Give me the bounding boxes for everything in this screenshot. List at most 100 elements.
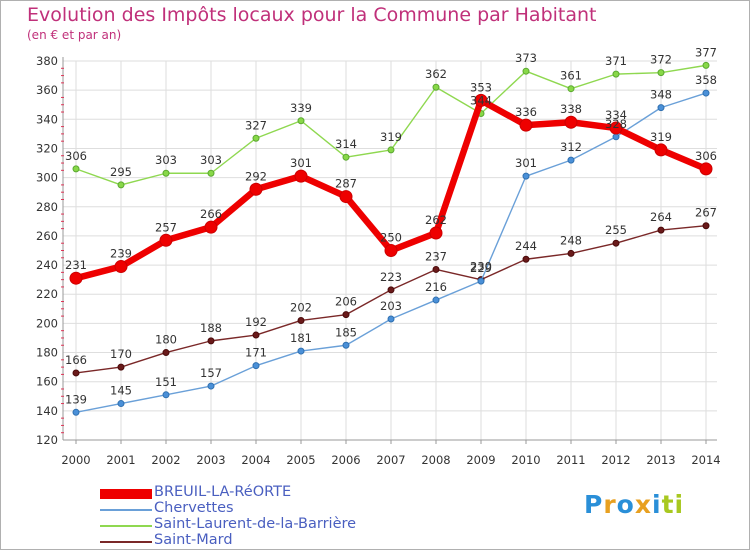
legend-swatch-breuil <box>100 489 152 499</box>
data-label-breuil: 262 <box>425 213 447 227</box>
y-tick-label: 300 <box>36 171 58 185</box>
x-tick-label: 2004 <box>241 453 270 467</box>
data-label-chervettes: 151 <box>155 375 177 389</box>
point-breuil <box>69 271 83 285</box>
x-tick-label: 2012 <box>601 453 630 467</box>
point-breuil <box>609 121 623 135</box>
data-label-chervettes: 145 <box>110 384 132 398</box>
point-saint-mard <box>567 249 575 257</box>
data-label-breuil: 266 <box>200 207 222 221</box>
point-saint-mard <box>522 255 530 263</box>
y-tick-label: 160 <box>36 375 58 389</box>
legend-label-chervettes: Chervettes <box>154 500 234 516</box>
point-saint-laurent <box>72 165 80 173</box>
data-label-chervettes: 216 <box>425 280 447 294</box>
chart-title: Evolution des Impôts locaux pour la Comm… <box>27 4 597 26</box>
data-label-breuil: 319 <box>650 130 672 144</box>
data-label-saint-laurent: 361 <box>560 69 582 83</box>
data-label-saint-laurent: 327 <box>245 118 267 132</box>
data-label-saint-laurent: 306 <box>65 149 87 163</box>
y-tick-label: 320 <box>36 141 58 155</box>
y-tick-label: 220 <box>36 287 58 301</box>
point-breuil <box>294 169 308 183</box>
point-breuil <box>654 143 668 157</box>
data-label-chervettes: 171 <box>245 346 267 360</box>
point-saint-laurent <box>117 181 125 189</box>
point-saint-laurent <box>252 134 260 142</box>
point-saint-mard <box>207 337 215 345</box>
point-saint-mard <box>657 226 665 234</box>
point-chervettes <box>522 172 530 180</box>
x-tick-label: 2007 <box>376 453 405 467</box>
point-breuil <box>519 118 533 132</box>
y-tick-label: 260 <box>36 229 58 243</box>
legend-label-breuil: BREUIL-LA-RéORTE <box>154 484 292 500</box>
point-saint-laurent <box>612 70 620 78</box>
data-label-saint-mard: 223 <box>380 270 402 284</box>
point-breuil <box>699 162 713 176</box>
point-chervettes <box>567 156 575 164</box>
data-label-saint-mard: 180 <box>155 333 177 347</box>
data-label-saint-mard: 188 <box>200 321 222 335</box>
data-label-breuil: 338 <box>560 102 582 116</box>
data-label-saint-laurent: 362 <box>425 67 447 81</box>
data-label-chervettes: 348 <box>650 88 672 102</box>
point-breuil <box>564 115 578 129</box>
y-tick-label: 340 <box>36 112 58 126</box>
data-label-saint-laurent: 303 <box>155 153 177 167</box>
data-label-breuil: 301 <box>290 156 312 170</box>
y-tick-label: 120 <box>36 433 58 447</box>
point-chervettes <box>702 89 710 97</box>
data-label-saint-laurent: 295 <box>110 165 132 179</box>
point-chervettes <box>612 133 620 141</box>
y-tick-label: 180 <box>36 346 58 360</box>
point-chervettes <box>162 391 170 399</box>
data-label-chervettes: 301 <box>515 156 537 170</box>
y-tick-label: 360 <box>36 83 58 97</box>
point-saint-mard <box>72 369 80 377</box>
data-label-saint-mard: 255 <box>605 223 627 237</box>
point-saint-mard <box>612 239 620 247</box>
point-saint-laurent <box>162 169 170 177</box>
data-label-breuil: 231 <box>65 258 87 272</box>
point-saint-mard <box>702 222 710 230</box>
point-saint-laurent <box>387 146 395 154</box>
data-label-chervettes: 328 <box>605 117 627 131</box>
data-label-breuil: 334 <box>605 108 627 122</box>
point-breuil <box>159 233 173 247</box>
point-chervettes <box>342 341 350 349</box>
legend-swatch-saint-laurent <box>100 525 152 527</box>
point-chervettes <box>72 408 80 416</box>
point-chervettes <box>387 315 395 323</box>
data-label-chervettes: 203 <box>380 299 402 313</box>
point-saint-mard <box>162 349 170 357</box>
x-tick-label: 2002 <box>151 453 180 467</box>
point-chervettes <box>432 296 440 304</box>
data-label-saint-mard: 267 <box>695 206 717 220</box>
data-label-saint-laurent: 339 <box>290 101 312 115</box>
point-breuil <box>474 93 488 107</box>
data-label-saint-mard: 192 <box>245 315 267 329</box>
data-label-breuil: 292 <box>245 169 267 183</box>
data-label-saint-laurent: 371 <box>605 54 627 68</box>
point-saint-mard <box>252 331 260 339</box>
point-chervettes <box>117 400 125 408</box>
data-label-chervettes: 312 <box>560 140 582 154</box>
x-tick-label: 2005 <box>286 453 315 467</box>
x-tick-label: 2009 <box>466 453 495 467</box>
data-label-chervettes: 181 <box>290 331 312 345</box>
point-chervettes <box>657 104 665 112</box>
proxiti-logo: Proxiti <box>584 490 685 519</box>
x-tick-label: 2014 <box>691 453 720 467</box>
data-label-breuil: 353 <box>470 80 492 94</box>
data-label-breuil: 287 <box>335 177 357 191</box>
point-chervettes <box>252 362 260 370</box>
data-label-chervettes: 157 <box>200 366 222 380</box>
point-breuil <box>429 226 443 240</box>
data-label-chervettes: 358 <box>695 73 717 87</box>
data-label-chervettes: 185 <box>335 325 357 339</box>
point-saint-mard <box>297 316 305 324</box>
data-label-saint-laurent: 314 <box>335 137 357 151</box>
legend-label-saint-mard: Saint-Mard <box>154 532 233 548</box>
y-tick-label: 200 <box>36 316 58 330</box>
